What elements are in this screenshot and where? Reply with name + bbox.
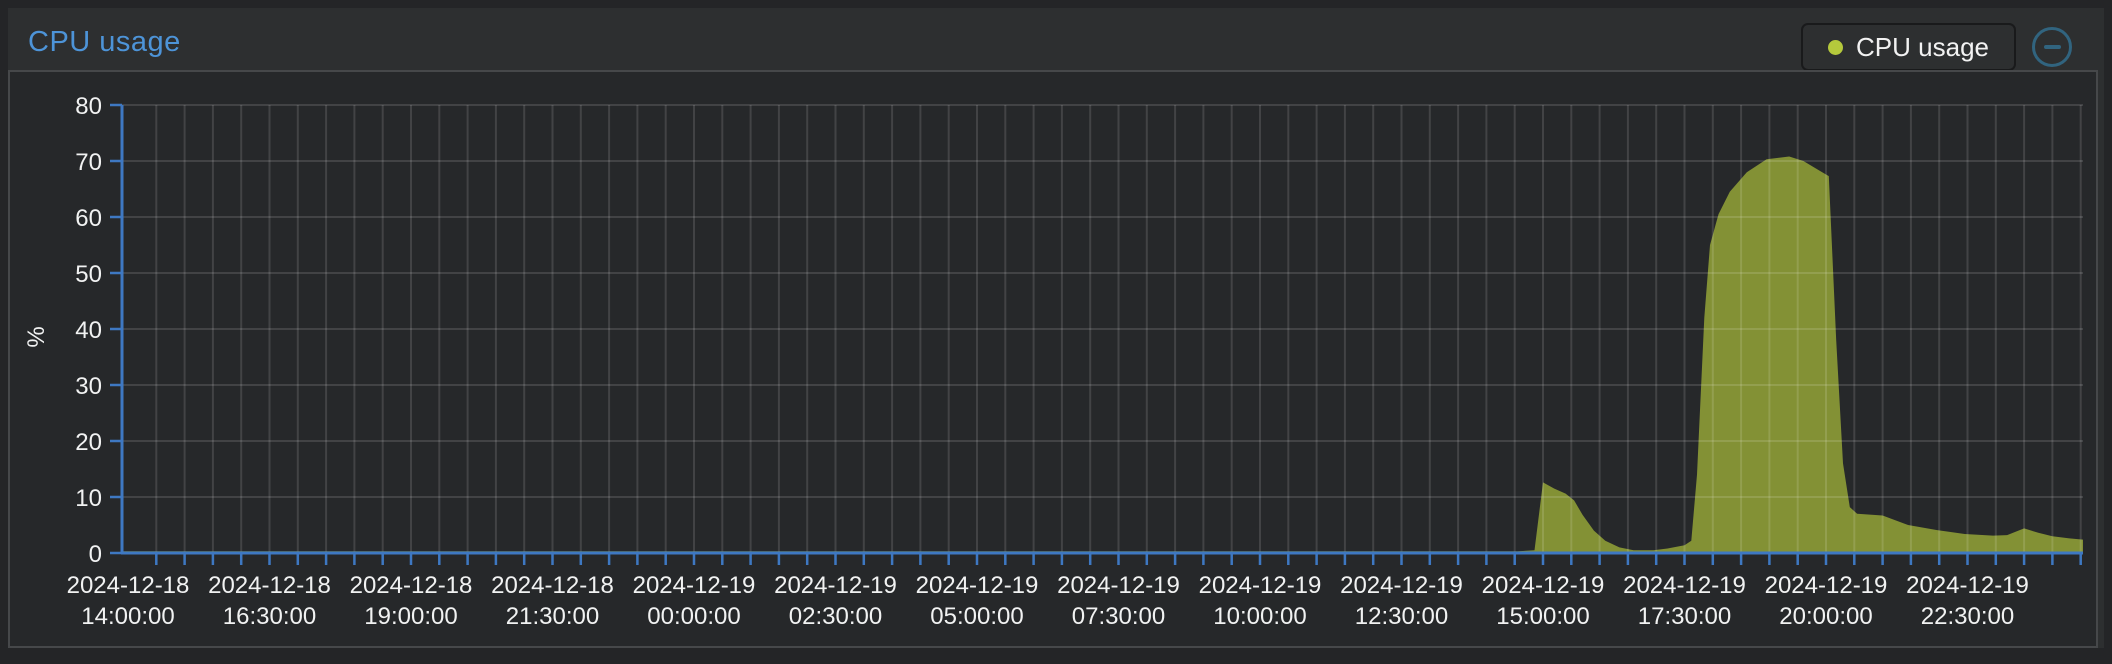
svg-text:10: 10 bbox=[75, 485, 102, 512]
legend-label: CPU usage bbox=[1856, 31, 1989, 62]
cpu-usage-area-series bbox=[122, 156, 2083, 553]
svg-text:2024-12-19: 2024-12-19 bbox=[1765, 572, 1888, 599]
y-axis-title: % bbox=[23, 326, 50, 347]
svg-text:2024-12-19: 2024-12-19 bbox=[1482, 572, 1605, 599]
svg-text:05:00:00: 05:00:00 bbox=[930, 603, 1023, 630]
svg-text:2024-12-19: 2024-12-19 bbox=[916, 572, 1039, 599]
svg-text:07:30:00: 07:30:00 bbox=[1072, 603, 1165, 630]
svg-text:80: 80 bbox=[75, 93, 102, 120]
svg-text:2024-12-19: 2024-12-19 bbox=[1057, 572, 1180, 599]
svg-text:40: 40 bbox=[75, 317, 102, 344]
svg-text:2024-12-18: 2024-12-18 bbox=[491, 572, 614, 599]
svg-text:20:00:00: 20:00:00 bbox=[1779, 603, 1872, 630]
svg-text:2024-12-18: 2024-12-18 bbox=[350, 572, 473, 599]
svg-text:2024-12-19: 2024-12-19 bbox=[1906, 572, 2029, 599]
svg-text:0: 0 bbox=[89, 541, 102, 568]
svg-text:14:00:00: 14:00:00 bbox=[81, 603, 174, 630]
y-axis-labels: 0 10 20 30 40 50 60 70 80 bbox=[75, 93, 102, 568]
svg-text:2024-12-18: 2024-12-18 bbox=[208, 572, 331, 599]
legend-item-cpu-usage[interactable]: CPU usage bbox=[1801, 23, 2016, 71]
svg-text:10:00:00: 10:00:00 bbox=[1213, 603, 1306, 630]
series-color-dot-icon bbox=[1828, 39, 1844, 55]
svg-text:16:30:00: 16:30:00 bbox=[223, 603, 316, 630]
svg-text:21:30:00: 21:30:00 bbox=[506, 603, 599, 630]
svg-text:30: 30 bbox=[75, 373, 102, 400]
widget-title[interactable]: CPU usage bbox=[28, 25, 181, 58]
svg-text:70: 70 bbox=[75, 149, 102, 176]
svg-text:2024-12-19: 2024-12-19 bbox=[633, 572, 756, 599]
svg-text:20: 20 bbox=[75, 429, 102, 456]
axis-ticks bbox=[110, 103, 2082, 565]
collapse-icon[interactable] bbox=[2032, 27, 2072, 67]
svg-text:60: 60 bbox=[75, 205, 102, 232]
cpu-usage-chart[interactable]: 01020304050607080%2024-12-1814:00:002024… bbox=[10, 72, 2096, 646]
grid-lines bbox=[122, 104, 2083, 553]
svg-text:2024-12-19: 2024-12-19 bbox=[1623, 572, 1746, 599]
chart-area: 0 10 20 30 40 50 60 70 80% 2024-12-18 14:00:00 2024… bbox=[8, 70, 2098, 648]
svg-text:2024-12-19: 2024-12-19 bbox=[1340, 572, 1463, 599]
x-axis-labels: 2024-12-18 14:00:00 2024-12-18 16:30:00 2024… bbox=[67, 572, 2029, 630]
svg-text:2024-12-19: 2024-12-19 bbox=[1199, 572, 1322, 599]
svg-text:2024-12-19: 2024-12-19 bbox=[774, 572, 897, 599]
svg-text:00:00:00: 00:00:00 bbox=[647, 603, 740, 630]
svg-text:15:00:00: 15:00:00 bbox=[1496, 603, 1589, 630]
svg-text:50: 50 bbox=[75, 261, 102, 288]
cpu-usage-widget: CPU usage CPU usage 0 10 20 30 40 50 60 70 80% 20… bbox=[8, 8, 2104, 648]
svg-text:2024-12-18: 2024-12-18 bbox=[67, 572, 190, 599]
widget-header: CPU usage CPU usage bbox=[8, 8, 2104, 71]
svg-text:22:30:00: 22:30:00 bbox=[1921, 603, 2014, 630]
svg-text:02:30:00: 02:30:00 bbox=[789, 603, 882, 630]
svg-text:17:30:00: 17:30:00 bbox=[1638, 603, 1731, 630]
svg-text:12:30:00: 12:30:00 bbox=[1355, 603, 1448, 630]
widget-header-controls: CPU usage bbox=[1801, 23, 2072, 71]
svg-text:19:00:00: 19:00:00 bbox=[364, 603, 457, 630]
minus-glyph bbox=[2043, 45, 2061, 49]
